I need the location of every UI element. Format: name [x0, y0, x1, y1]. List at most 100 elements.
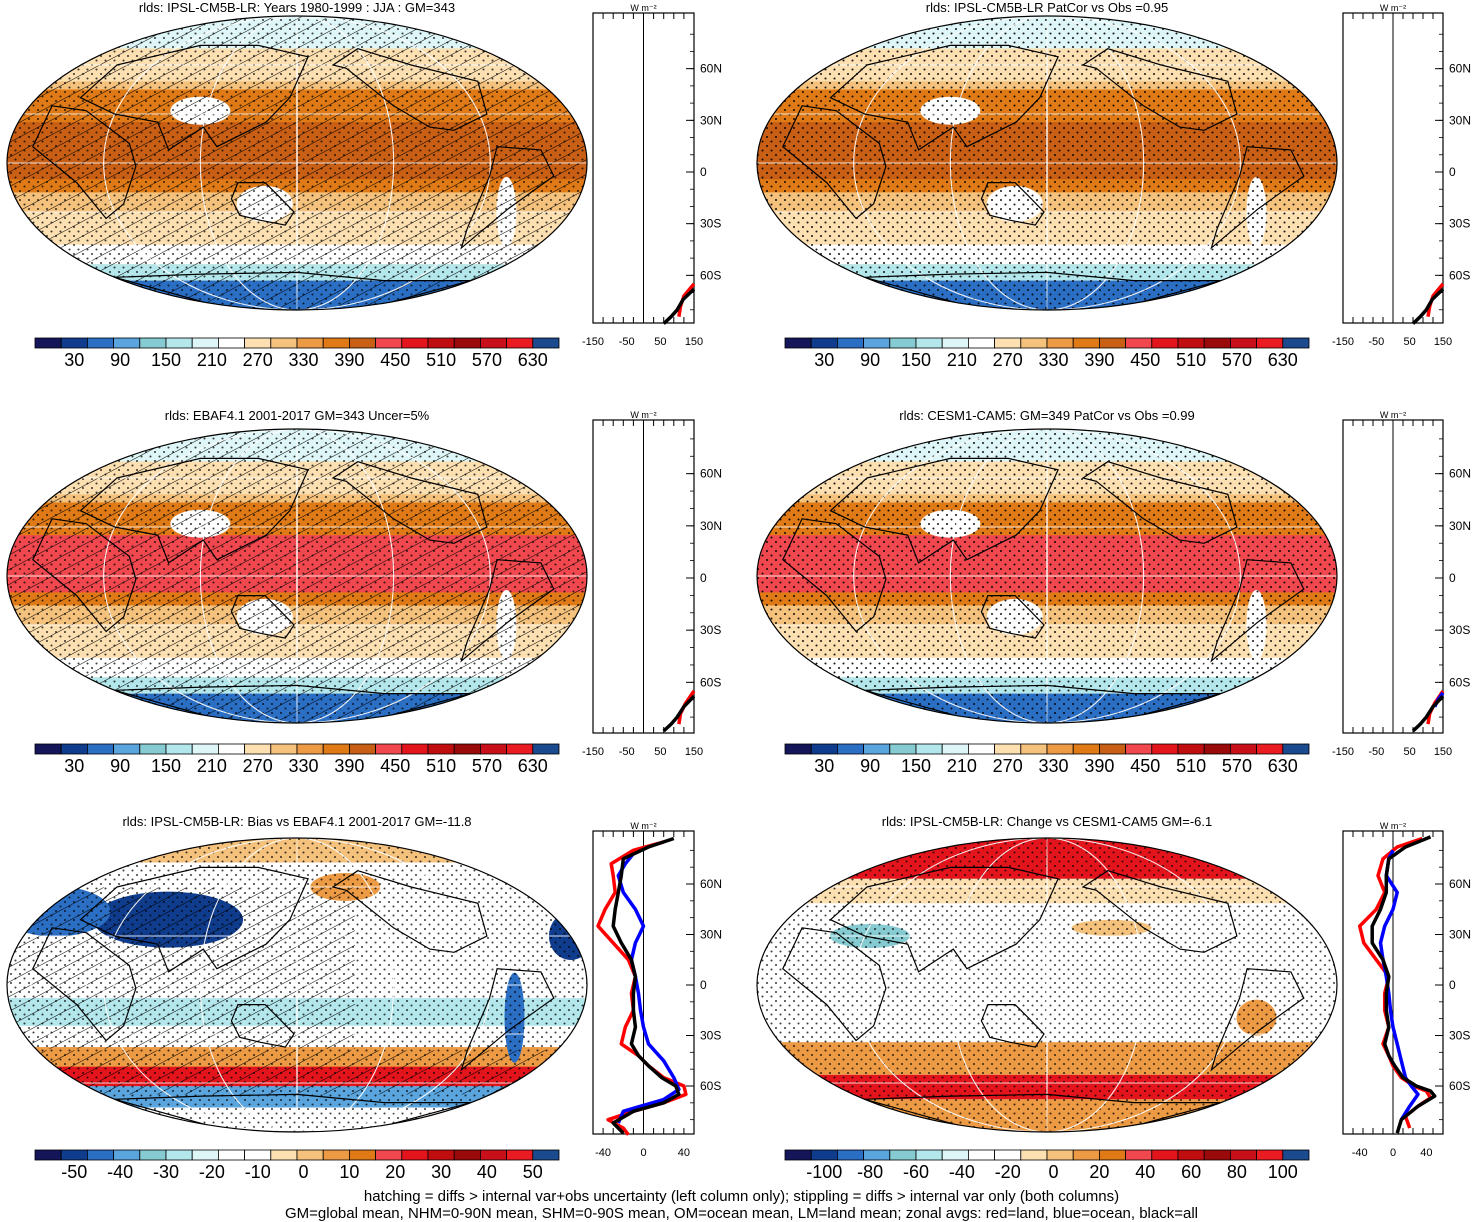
colorbar-tick-label: 90: [860, 350, 880, 370]
colorbar-swatch: [1020, 743, 1048, 755]
colorbar-tick-label: 450: [1130, 756, 1160, 776]
colorbar-swatch: [810, 1149, 838, 1161]
colorbar-swatch: [1099, 337, 1127, 349]
colorbar-tick-label: 0: [299, 1162, 309, 1182]
zonal-x-tick-label: -40: [1352, 1147, 1368, 1159]
map-border: [756, 428, 1338, 724]
south-america-outline: [1210, 968, 1305, 1072]
antarctica-outline: [114, 271, 472, 310]
colorbar-swatch: [427, 1149, 455, 1161]
longitude-gridline: [296, 837, 298, 1133]
colorbar-tick-label: -40: [107, 1162, 133, 1182]
colorbar-swatch: [889, 1149, 917, 1161]
africa-outline: [32, 518, 137, 633]
colorbar-swatch: [34, 337, 62, 349]
longitude-gridline: [296, 428, 298, 724]
australia-outline: [230, 1004, 295, 1048]
colorbar-tick-label: -60: [903, 1162, 929, 1182]
colorbar-swatch: [1230, 337, 1258, 349]
colorbar-tick-label: 450: [380, 350, 410, 370]
south-america-outline: [1210, 559, 1305, 663]
zonal-lat-label: 30N: [700, 519, 722, 533]
colorbar-tick-label: -30: [153, 1162, 179, 1182]
zonal-lat-label: 0: [1449, 165, 1456, 179]
zonal-series-all: [611, 836, 681, 1135]
colorbar-swatch: [1203, 1149, 1231, 1161]
eurasia-outline: [829, 44, 1059, 151]
colorbar-swatch: [1203, 743, 1231, 755]
north-america-outline: [1081, 461, 1238, 544]
colorbar-tick-label: -80: [857, 1162, 883, 1182]
south-america-outline: [1210, 146, 1305, 250]
colorbar-swatch: [217, 1149, 245, 1161]
colorbar-swatch: [1125, 743, 1153, 755]
colorbar-swatch: [784, 743, 812, 755]
colorbar-swatch: [532, 337, 560, 349]
zonal-x-tick-label: 150: [685, 336, 703, 348]
colorbar-p6: -100 -80 -60 -40 -20 0 20 40 60 80 100: [784, 1149, 1310, 1182]
zonal-lat-label: 60S: [1449, 268, 1470, 282]
colorbar-swatch: [532, 743, 560, 755]
panel-title: rlds: CESM1-CAM5: GM=349 PatCor vs Obs =…: [899, 408, 1195, 423]
colorbar-swatch: [889, 743, 917, 755]
hatching-overlay: [7, 887, 355, 1049]
colorbar-swatch: [1282, 743, 1310, 755]
north-america-outline: [1081, 870, 1238, 953]
colorbar-swatch: [139, 743, 167, 755]
zonal-lat-label: 30S: [700, 217, 721, 231]
colorbar-swatch: [244, 337, 272, 349]
zonal-x-tick-label: 0: [640, 1147, 646, 1159]
north-america-outline: [331, 48, 488, 131]
colorbar-tick-label: 390: [334, 756, 364, 776]
colorbar-tick-label: 150: [901, 756, 931, 776]
colorbar-swatch: [375, 743, 403, 755]
colorbar-swatch: [401, 743, 429, 755]
antarctica-outline: [864, 684, 1222, 723]
colorbar-swatch: [1177, 1149, 1205, 1161]
colorbar-swatch: [1099, 1149, 1127, 1161]
colorbar-swatch: [87, 743, 115, 755]
colorbar-swatch: [165, 743, 193, 755]
zonal-series-all: [662, 694, 696, 733]
australia-outline: [230, 595, 295, 639]
colorbar-swatch: [1046, 743, 1074, 755]
zonal-lat-label: 0: [700, 978, 707, 992]
zonal-lat-label: 30S: [1449, 623, 1470, 637]
north-america-outline: [331, 870, 488, 953]
colorbar-tick-label: -20: [995, 1162, 1021, 1182]
colorbar-tick-label: 90: [110, 756, 130, 776]
colorbar-tick-label: 90: [860, 756, 880, 776]
colorbar-swatch: [401, 337, 429, 349]
zonal-units-label: W m⁻²: [630, 410, 656, 420]
zonal-lat-label: 0: [1449, 978, 1456, 992]
colorbar-swatch: [1177, 743, 1205, 755]
zonal-lat-label: 60S: [700, 268, 721, 282]
zonal-lat-label: 60N: [700, 467, 722, 481]
zonal-units-label: W m⁻²: [630, 3, 656, 13]
colorbar-tick-label: 30: [814, 350, 834, 370]
colorbar-tick-label: 330: [289, 756, 319, 776]
colorbar-swatch: [479, 1149, 507, 1161]
zonal-lat-label: 60N: [1449, 877, 1471, 891]
colorbar-swatch: [837, 1149, 865, 1161]
zonal-units-label: W m⁻²: [630, 821, 656, 831]
zonal-x-tick-label: -50: [1368, 336, 1384, 348]
colorbar-swatch: [87, 1149, 115, 1161]
longitude-gridline: [1046, 428, 1048, 724]
colorbar-swatch: [270, 1149, 298, 1161]
colorbar-swatch: [784, 337, 812, 349]
colorbar-swatch: [941, 743, 969, 755]
colorbar-swatch: [322, 337, 350, 349]
colorbar-swatch: [506, 337, 534, 349]
zonal-series-all: [1411, 287, 1445, 325]
colorbar-tick-label: 50: [523, 1162, 543, 1182]
australia-outline: [230, 182, 295, 226]
zonal-x-tick-label: 50: [1404, 746, 1416, 758]
colorbar-swatch: [994, 743, 1022, 755]
zonal-lat-label: 0: [700, 571, 707, 585]
colorbar-tick-label: 570: [472, 756, 502, 776]
colorbar-swatch: [34, 1149, 62, 1161]
map-border: [756, 15, 1338, 311]
colorbar-tick-label: 390: [334, 350, 364, 370]
